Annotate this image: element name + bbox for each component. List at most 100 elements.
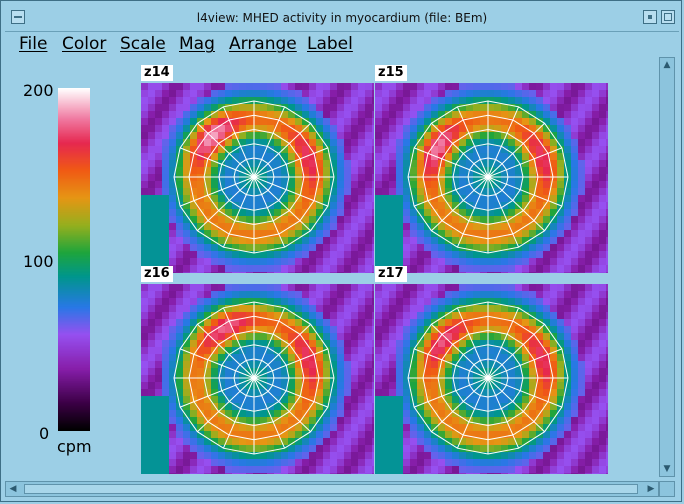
- intensity-pixel: [417, 244, 424, 251]
- intensity-pixel: [424, 389, 431, 396]
- intensity-pixel: [403, 403, 410, 410]
- intensity-pixel: [543, 368, 550, 375]
- scrollbar-thumb[interactable]: [24, 484, 638, 494]
- intensity-pixel: [410, 160, 417, 167]
- intensity-pixel: [592, 181, 599, 188]
- intensity-pixel: [578, 174, 585, 181]
- intensity-pixel: [417, 195, 424, 202]
- intensity-pixel: [529, 396, 536, 403]
- menu-label[interactable]: Label: [307, 34, 353, 54]
- intensity-pixel: [487, 333, 494, 340]
- intensity-pixel: [585, 111, 592, 118]
- intensity-pixel: [344, 368, 351, 375]
- intensity-pixel: [190, 104, 197, 111]
- intensity-pixel: [403, 90, 410, 97]
- intensity-pixel: [424, 319, 431, 326]
- image-panel-z16[interactable]: z16: [141, 266, 374, 474]
- menu-color[interactable]: Color: [62, 34, 107, 54]
- intensity-pixel: [260, 340, 267, 347]
- intensity-pixel: [253, 258, 260, 265]
- intensity-pixel: [445, 160, 452, 167]
- intensity-pixel: [564, 354, 571, 361]
- intensity-pixel: [372, 438, 374, 445]
- intensity-pixel: [459, 361, 466, 368]
- intensity-pixel: [197, 424, 204, 431]
- menu-mag[interactable]: Mag: [179, 34, 215, 54]
- intensity-pixel: [372, 403, 374, 410]
- intensity-pixel: [473, 431, 480, 438]
- intensity-pixel: [606, 237, 608, 244]
- intensity-pixel: [239, 431, 246, 438]
- intensity-pixel: [382, 375, 389, 382]
- scroll-right-icon[interactable]: ▶: [647, 484, 655, 494]
- image-panel-z15[interactable]: z15: [375, 65, 608, 273]
- horizontal-scrollbar[interactable]: ◀ ▶: [5, 481, 659, 497]
- intensity-pixel: [564, 118, 571, 125]
- intensity-pixel: [309, 97, 316, 104]
- vertical-scrollbar[interactable]: ▲ ▼: [659, 57, 675, 477]
- intensity-pixel: [417, 223, 424, 230]
- minimize-icon[interactable]: [643, 10, 657, 24]
- polar-map-z16[interactable]: [141, 284, 374, 474]
- intensity-pixel: [155, 368, 162, 375]
- intensity-pixel: [424, 160, 431, 167]
- scroll-left-icon[interactable]: ◀: [9, 484, 17, 494]
- intensity-pixel: [564, 312, 571, 319]
- polar-map-z14[interactable]: [141, 83, 374, 273]
- intensity-pixel: [218, 230, 225, 237]
- intensity-pixel: [141, 146, 148, 153]
- intensity-pixel: [389, 83, 396, 90]
- intensity-pixel: [445, 452, 452, 459]
- window-menu-icon[interactable]: [11, 10, 25, 24]
- scroll-up-icon[interactable]: ▲: [663, 60, 671, 70]
- intensity-pixel: [438, 333, 445, 340]
- intensity-pixel: [424, 466, 431, 473]
- intensity-pixel: [267, 347, 274, 354]
- intensity-pixel: [550, 118, 557, 125]
- intensity-pixel: [375, 160, 382, 167]
- scroll-down-icon[interactable]: ▼: [663, 464, 671, 474]
- intensity-pixel: [190, 333, 197, 340]
- intensity-pixel: [358, 431, 365, 438]
- intensity-pixel: [183, 340, 190, 347]
- intensity-pixel: [162, 132, 169, 139]
- polar-map-z17[interactable]: [375, 284, 608, 474]
- intensity-pixel: [148, 132, 155, 139]
- image-panel-z17[interactable]: z17: [375, 266, 608, 474]
- intensity-pixel: [225, 445, 232, 452]
- intensity-pixel: [260, 354, 267, 361]
- image-panel-z14[interactable]: z14: [141, 65, 374, 273]
- intensity-pixel: [417, 452, 424, 459]
- intensity-pixel: [599, 396, 606, 403]
- title-bar[interactable]: l4view: MHED activity in myocardium (fil…: [5, 5, 679, 32]
- intensity-pixel: [274, 354, 281, 361]
- intensity-pixel: [410, 340, 417, 347]
- intensity-pixel: [564, 258, 571, 265]
- polar-map-z15[interactable]: [375, 83, 608, 273]
- intensity-pixel: [239, 417, 246, 424]
- intensity-pixel: [267, 230, 274, 237]
- intensity-pixel: [382, 466, 389, 473]
- intensity-pixel: [564, 305, 571, 312]
- intensity-pixel: [295, 160, 302, 167]
- menu-arrange[interactable]: Arrange: [229, 34, 297, 54]
- intensity-pixel: [466, 237, 473, 244]
- intensity-pixel: [480, 104, 487, 111]
- intensity-pixel: [592, 90, 599, 97]
- maximize-icon[interactable]: [661, 10, 675, 24]
- intensity-pixel: [508, 111, 515, 118]
- intensity-pixel: [508, 188, 515, 195]
- intensity-pixel: [155, 195, 162, 202]
- intensity-pixel: [169, 223, 176, 230]
- intensity-pixel: [543, 340, 550, 347]
- menu-scale[interactable]: Scale: [120, 34, 166, 54]
- intensity-pixel: [253, 125, 260, 132]
- intensity-pixel: [197, 167, 204, 174]
- intensity-pixel: [218, 312, 225, 319]
- menu-file[interactable]: File: [19, 34, 48, 54]
- intensity-pixel: [494, 167, 501, 174]
- intensity-pixel: [592, 125, 599, 132]
- intensity-pixel: [473, 291, 480, 298]
- intensity-pixel: [557, 188, 564, 195]
- intensity-pixel: [288, 340, 295, 347]
